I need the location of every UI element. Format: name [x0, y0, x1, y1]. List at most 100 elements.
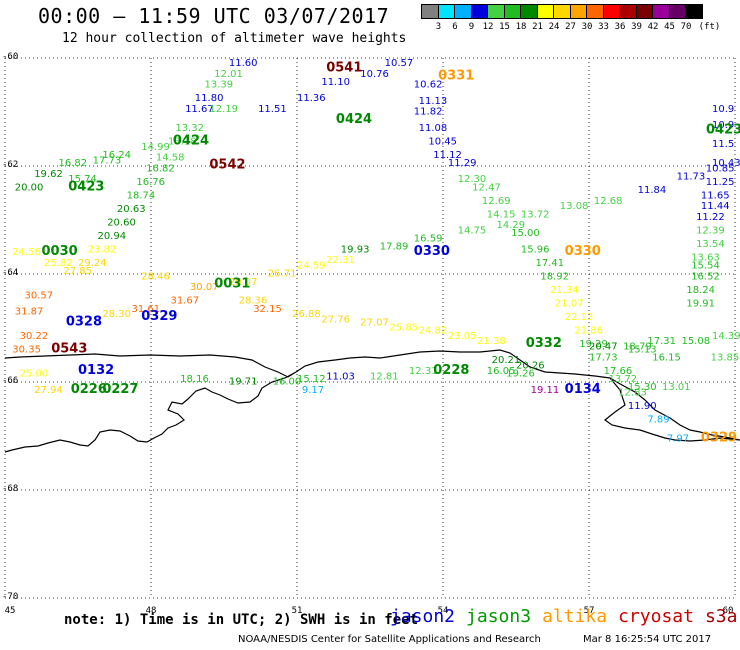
wave-height-value: 31.87: [15, 307, 44, 318]
pass-time-label: 0424: [336, 112, 372, 127]
wave-height-value: 7.97: [667, 433, 689, 444]
wave-height-value: 11.65: [701, 190, 730, 201]
satellite-name-jason2: jason2: [390, 606, 456, 627]
wave-height-value: 11.84: [638, 185, 667, 196]
wave-height-value: 28.46: [141, 271, 170, 282]
footer-timestamp: Mar 8 16:25:54 UTC 2017: [583, 634, 712, 645]
longitude-label: 57: [583, 606, 595, 616]
wave-height-value: 14.15: [487, 209, 516, 220]
wave-height-value: 10.85: [706, 163, 735, 174]
wave-height-value: 16.52: [691, 271, 720, 282]
wave-height-value: 17.31: [647, 336, 676, 347]
wave-height-value: 10.43: [712, 158, 740, 169]
wave-height-value: 27.85: [63, 266, 92, 277]
latitude-label: -60: [2, 52, 19, 62]
wave-height-value: 29.07: [229, 277, 258, 288]
satellite-name-cryosat: cryosat: [618, 606, 694, 627]
legend-tick-label: 36: [614, 22, 626, 32]
wave-height-value: 25.85: [389, 323, 418, 334]
legend-tick-label: 45: [664, 22, 675, 32]
satellite-name-altika: altika: [542, 606, 608, 627]
wave-height-value: 15.96: [521, 244, 550, 255]
wave-height-value: 12.19: [209, 104, 238, 115]
wave-height-value: 15.13: [628, 344, 657, 355]
pass-time-label: 0134: [565, 382, 601, 397]
wave-height-value: 18.79: [623, 342, 652, 353]
wave-height-value: 11.29: [448, 158, 477, 169]
wave-height-value: 11.13: [419, 96, 448, 107]
wave-height-value: 17.73: [589, 352, 618, 363]
wave-height-value: 11.36: [297, 93, 326, 104]
pass-time-label: 0330: [414, 244, 450, 259]
wave-height-value: 19.62: [34, 169, 63, 180]
wave-height-value: 11.82: [414, 107, 443, 118]
wave-height-value: 10.9: [712, 120, 734, 131]
map-title: 00:00 – 11:59 UTC 03/07/2017: [38, 4, 390, 28]
satellite-name-s3a: s3a: [704, 606, 738, 627]
wave-height-value: 19.91: [686, 298, 715, 309]
latitude-label: -62: [2, 160, 19, 170]
wave-height-value: 31.67: [170, 296, 199, 307]
wave-height-value: 16.05: [487, 366, 516, 377]
longitude-label: 54: [437, 606, 449, 616]
wave-height-value: 30.22: [20, 331, 49, 342]
pass-time-label: 0030: [42, 244, 78, 259]
wave-height-value: 15.12: [297, 374, 326, 385]
latitude-label: -70: [2, 592, 19, 602]
wave-height-value: 14.75: [458, 226, 487, 237]
pass-time-label: 0541: [326, 61, 362, 76]
pass-time-label: 0227: [102, 382, 138, 397]
longitude-label: 60: [722, 606, 734, 616]
wave-height-value: 11.67: [185, 104, 214, 115]
legend-tick-label: 42: [647, 22, 659, 32]
pass-time-label: 0132: [78, 363, 114, 378]
wave-height-value: 20.94: [97, 231, 126, 242]
wave-height-value: 10.57: [385, 58, 414, 69]
wave-height-value: 15.00: [511, 228, 540, 239]
legend-swatches: [421, 4, 703, 19]
wave-height-value: 16.15: [652, 352, 681, 363]
wave-height-value: 11.12: [433, 150, 462, 161]
longitude-label: 48: [145, 606, 157, 616]
wave-height-value: 27.94: [34, 385, 63, 396]
pass-time-label: 0329: [141, 309, 177, 324]
pass-time-label: 0031: [214, 277, 250, 292]
wave-height-value: 12.68: [594, 196, 623, 207]
legend-ticks: 3 6 9 12 15 18 21 24 27 30 33 36 39 42 45 70 (ft): [421, 19, 721, 33]
legend-tick-label: 24: [548, 22, 560, 32]
legend-tick-label: 33: [598, 22, 609, 32]
wave-height-value: 20.00: [15, 182, 44, 193]
wave-height-value: 15.08: [681, 336, 710, 347]
latitude-label: -64: [2, 268, 19, 278]
footer-credit: NOAA/NESDIS Center for Satellite Applica…: [238, 634, 541, 645]
satellite-name-jason3: jason3: [466, 606, 532, 627]
wave-height-value: 16.00: [273, 377, 302, 388]
legend-unit: (ft): [698, 22, 721, 32]
wave-height-value: 15.74: [68, 174, 97, 185]
wave-height-value: 18.16: [180, 374, 209, 385]
wave-height-value: 11.22: [696, 212, 725, 223]
wave-height-value: 23.05: [448, 331, 477, 342]
wave-height-value: 20.21: [492, 355, 521, 366]
wave-height-value: 19.71: [229, 377, 258, 388]
latitude-label: -68: [2, 484, 19, 494]
wave-height-value: 11.44: [701, 201, 730, 212]
legend-tick-label: 27: [565, 22, 576, 32]
pass-time-label: 0330: [565, 244, 601, 259]
pass-time-label: 0423: [68, 179, 104, 194]
wave-height-value: 12.39: [696, 226, 725, 237]
wave-height-value: 21.07: [555, 298, 584, 309]
legend-tick-label: 70: [680, 22, 692, 32]
wave-height-value: 14.29: [497, 220, 526, 231]
wave-height-value: 19.29: [579, 339, 608, 350]
wave-height-value: 30.57: [24, 290, 53, 301]
wave-height-value: 16.24: [102, 150, 131, 161]
wave-height-value: 23.82: [88, 244, 117, 255]
wave-height-value: 12.47: [472, 182, 501, 193]
wave-height-value: 13.32: [175, 123, 204, 134]
wave-height-value: 18.92: [540, 271, 569, 282]
wave-height-value: 18.74: [127, 190, 156, 201]
